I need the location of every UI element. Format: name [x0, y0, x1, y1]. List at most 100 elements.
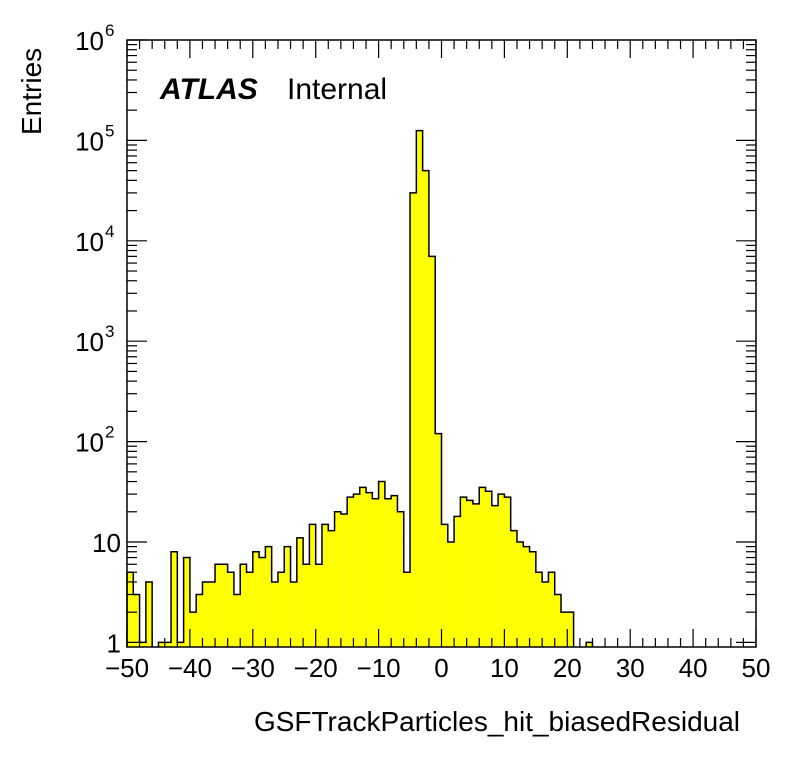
histogram-bar — [384, 498, 392, 647]
histogram-bar — [372, 498, 379, 647]
histogram-bar — [202, 581, 209, 647]
svg-text:10: 10 — [75, 327, 104, 357]
histogram-bar — [221, 564, 228, 647]
histogram-bar — [485, 491, 492, 647]
histogram-bar — [171, 551, 178, 647]
histogram-bars — [127, 130, 593, 647]
histogram-bar — [246, 572, 253, 647]
histogram-bar — [353, 494, 360, 647]
svg-text:4: 4 — [105, 222, 114, 241]
x-tick-label: −30 — [231, 653, 275, 683]
histogram-bar — [472, 503, 480, 647]
svg-text:10: 10 — [75, 26, 104, 56]
svg-text:10: 10 — [75, 126, 104, 156]
histogram-bar — [340, 514, 348, 647]
histogram-bar — [466, 500, 473, 647]
histogram-bar — [133, 594, 140, 647]
x-tick-label: 20 — [553, 653, 582, 683]
histogram-bar — [158, 642, 165, 647]
histogram-bar — [403, 572, 411, 647]
svg-text:6: 6 — [105, 21, 114, 40]
histogram-bar — [296, 537, 304, 647]
svg-text:10: 10 — [75, 227, 104, 257]
svg-text:3: 3 — [105, 322, 114, 341]
histogram-bar — [290, 581, 297, 647]
histogram-bar — [303, 564, 310, 647]
histogram-bar — [447, 542, 455, 647]
x-tick-label: 0 — [434, 653, 448, 683]
x-axis-title: GSFTrackParticles_hit_biasedResidual — [254, 706, 740, 737]
histogram-bar — [315, 564, 322, 647]
axis-ticks — [126, 39, 757, 647]
x-tick-labels: −50 −40 −30 −20 −10 0 10 20 30 40 50 — [105, 653, 771, 683]
histogram-bar — [397, 511, 404, 647]
svg-text:5: 5 — [105, 121, 114, 140]
y-axis-title: Entries — [16, 48, 47, 135]
histogram-bar — [139, 642, 146, 647]
histogram-bar — [586, 642, 593, 647]
histogram-bar — [548, 572, 555, 647]
histogram-bar — [554, 594, 562, 647]
histogram-bar — [516, 542, 524, 647]
histogram-bar — [309, 524, 316, 647]
x-tick-label: −50 — [105, 653, 149, 683]
histogram-bar — [441, 524, 448, 647]
histogram-bar — [240, 564, 247, 647]
histogram-bar — [561, 612, 568, 647]
y-tick-label: 1 — [107, 628, 121, 658]
histogram-bar — [435, 433, 442, 647]
histogram-bar — [359, 487, 367, 647]
x-tick-label: −40 — [168, 653, 212, 683]
histogram-bar — [145, 581, 153, 647]
histogram-bar — [271, 581, 278, 647]
histogram-bar — [321, 524, 329, 647]
histogram-bar — [183, 557, 190, 647]
histogram-bar — [529, 551, 536, 647]
internal-label: Internal — [287, 73, 387, 106]
histogram-bar — [422, 170, 429, 647]
histogram-bar — [416, 130, 423, 647]
histogram-bar — [498, 494, 505, 647]
svg-text:1: 1 — [107, 628, 121, 658]
x-tick-label: −20 — [294, 653, 338, 683]
svg-text:10: 10 — [92, 528, 121, 558]
x-tick-label: 10 — [490, 653, 519, 683]
histogram-bar — [378, 481, 385, 647]
histogram-bar — [523, 546, 530, 647]
histogram-bar — [510, 530, 517, 647]
histogram-bar — [391, 495, 398, 647]
histogram-bar — [189, 612, 197, 647]
y-tick-label: 10 — [92, 528, 121, 558]
histogram-bar — [127, 572, 134, 647]
svg-text:2: 2 — [105, 423, 114, 442]
histogram-bar — [535, 572, 543, 647]
histogram-bar — [196, 594, 203, 647]
histogram-bar — [233, 594, 241, 647]
histogram-bar — [504, 497, 511, 647]
histogram-bar — [366, 492, 373, 647]
histogram-bar — [284, 546, 291, 647]
histogram-bar — [334, 511, 341, 647]
histogram-bar — [227, 572, 234, 647]
histogram-bar — [567, 612, 574, 647]
atlas-label: ATLAS — [159, 73, 258, 106]
x-tick-label: 30 — [616, 653, 645, 683]
histogram-bar — [347, 497, 354, 647]
x-tick-label: 50 — [742, 653, 771, 683]
histogram-bar — [177, 642, 184, 647]
histogram-bar — [479, 487, 486, 647]
y-tick-label: 10 6 — [75, 21, 114, 56]
histogram-bar — [491, 505, 499, 647]
histogram-bar — [428, 256, 436, 647]
histogram-bar — [208, 581, 216, 647]
histogram-bar — [265, 546, 272, 647]
svg-text:10: 10 — [75, 428, 104, 458]
histogram-bar — [277, 572, 285, 647]
histogram-bar — [252, 551, 260, 647]
histogram-bar — [328, 530, 335, 647]
y-tick-label: 10 4 — [75, 222, 114, 257]
y-tick-label: 10 5 — [75, 121, 114, 156]
y-tick-label: 10 3 — [75, 322, 114, 357]
histogram-bar — [454, 516, 461, 647]
